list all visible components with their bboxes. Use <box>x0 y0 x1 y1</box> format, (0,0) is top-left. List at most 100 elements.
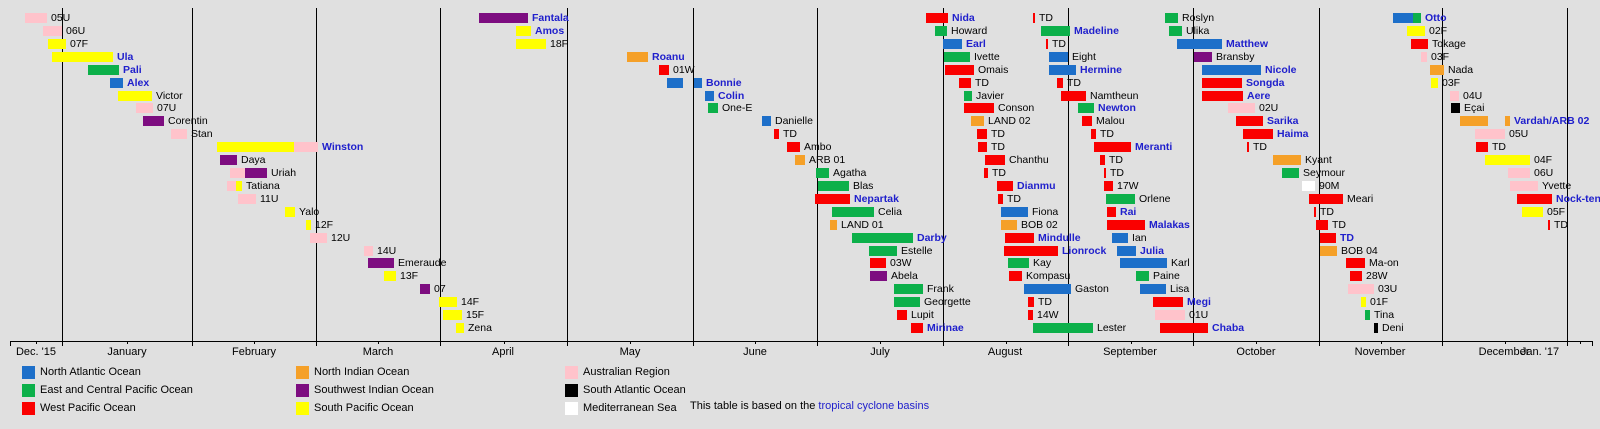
storm-label[interactable]: Alex <box>127 77 150 89</box>
storm-label[interactable]: Rai <box>1120 206 1137 218</box>
storm-label[interactable]: Roanu <box>652 51 685 63</box>
storm-label: Blas <box>853 180 874 192</box>
storm-bar <box>1153 297 1183 307</box>
storm-bar <box>943 39 962 49</box>
storm-label: Conson <box>998 102 1035 114</box>
storm-label[interactable]: Hermine <box>1080 64 1123 76</box>
legend-swatch-med <box>565 402 578 415</box>
storm-label[interactable]: Amos <box>535 25 565 37</box>
storm-bar <box>110 78 123 88</box>
storm-label[interactable]: Mirinae <box>927 322 964 334</box>
storm-label: Eight <box>1072 51 1096 63</box>
axis-minor-tick <box>880 341 881 344</box>
storm-label[interactable]: Earl <box>966 38 986 50</box>
axis-major-tick <box>817 341 818 346</box>
storm-bar <box>762 116 771 126</box>
storm-label: Fiona <box>1032 206 1059 218</box>
footnote-link[interactable]: tropical cyclone basins <box>818 400 930 412</box>
storm-bar <box>1028 310 1033 320</box>
legend-label: North Atlantic Ocean <box>40 366 141 378</box>
storm-label[interactable]: Mindulle <box>1038 232 1081 244</box>
month-label: September <box>1103 346 1157 358</box>
storm-label[interactable]: Otto <box>1425 12 1447 24</box>
storm-label: 03W <box>890 257 912 269</box>
storm-label[interactable]: Megi <box>1187 296 1211 308</box>
storm-bar <box>1282 168 1299 178</box>
storm-bar <box>971 116 984 126</box>
axis-minor-tick <box>378 341 379 344</box>
storm-label: Deni <box>1382 322 1404 334</box>
month-gridline <box>1193 8 1194 341</box>
storm-label[interactable]: Chaba <box>1212 322 1245 334</box>
storm-label[interactable]: Sarika <box>1267 115 1299 127</box>
storm-label[interactable]: Madeline <box>1074 25 1119 37</box>
legend-label: West Pacific Ocean <box>40 402 136 414</box>
storm-bar <box>1365 310 1370 320</box>
storm-bar <box>1136 271 1149 281</box>
storm-label[interactable]: Colin <box>718 90 745 102</box>
month-label: March <box>362 346 394 358</box>
storm-label[interactable]: Pali <box>123 64 142 76</box>
storm-label[interactable]: Bonnie <box>706 77 742 89</box>
storm-bar <box>1177 39 1222 49</box>
storm-label[interactable]: Ula <box>117 51 134 63</box>
storm-bar <box>1100 155 1105 165</box>
storm-bar <box>870 258 886 268</box>
storm-label[interactable]: Nida <box>952 12 975 24</box>
storm-label[interactable]: Winston <box>322 141 364 153</box>
axis-major-tick <box>1193 341 1194 346</box>
storm-label[interactable]: Aere <box>1247 90 1271 102</box>
storm-label: Gaston <box>1075 283 1109 295</box>
storm-label[interactable]: Vardah/ARB 02 <box>1514 115 1590 127</box>
storm-label: Georgette <box>924 296 971 308</box>
storm-bar <box>1107 207 1116 217</box>
axis-minor-tick <box>755 341 756 344</box>
storm-bar <box>795 155 805 165</box>
storm-label[interactable]: TD <box>1340 232 1354 244</box>
legend-label: South Atlantic Ocean <box>583 384 686 396</box>
storm-label[interactable]: Meranti <box>1135 141 1173 153</box>
storm-label[interactable]: Nepartak <box>854 193 899 205</box>
storm-label[interactable]: Julia <box>1140 245 1164 257</box>
storm-bar <box>136 103 153 113</box>
storm-label[interactable]: Lionrock <box>1062 245 1107 257</box>
storm-label: Stan <box>191 128 213 140</box>
storm-label[interactable]: Malakas <box>1149 219 1190 231</box>
storm-label[interactable]: Fantala <box>532 12 569 24</box>
storm-bar <box>852 233 913 243</box>
legend-label: Southwest Indian Ocean <box>314 384 434 396</box>
storm-label[interactable]: Haima <box>1277 128 1309 140</box>
storm-bar <box>1430 65 1444 75</box>
storm-bar <box>1033 13 1035 23</box>
storm-label: 02F <box>1429 25 1448 37</box>
time-axis <box>10 341 1592 342</box>
storm-bar <box>1165 13 1178 23</box>
storm-label: TD <box>991 128 1005 140</box>
storm-bar <box>1094 142 1131 152</box>
storm-label[interactable]: Newton <box>1098 102 1136 114</box>
storm-bar <box>364 246 373 256</box>
storm-bar <box>1078 103 1094 113</box>
storm-bar <box>1049 52 1068 62</box>
storm-bar <box>944 52 970 62</box>
legend-label: Mediterranean Sea <box>583 402 677 414</box>
month-gridline <box>1442 8 1443 341</box>
month-label: July <box>870 346 890 358</box>
footnote: This table is based on the tropical cycl… <box>690 400 929 412</box>
storm-label[interactable]: Darby <box>917 232 947 244</box>
storm-bar <box>964 91 972 101</box>
storm-label: 04U <box>1463 90 1483 102</box>
axis-major-tick <box>693 341 694 346</box>
month-label: October <box>1236 346 1276 358</box>
storm-label[interactable]: Dianmu <box>1017 180 1056 192</box>
legend-swatch-wp <box>22 402 35 415</box>
storm-label[interactable]: Songda <box>1246 77 1285 89</box>
storm-bar <box>997 181 1013 191</box>
storm-label[interactable]: Nicole <box>1265 64 1297 76</box>
storm-label[interactable]: Matthew <box>1226 38 1268 50</box>
storm-label[interactable]: Nock-ten <box>1556 193 1600 205</box>
axis-major-tick <box>440 341 441 346</box>
storm-label: Meari <box>1347 193 1374 205</box>
storm-label: 05U <box>1509 128 1529 140</box>
storm-label: 14F <box>461 296 480 308</box>
